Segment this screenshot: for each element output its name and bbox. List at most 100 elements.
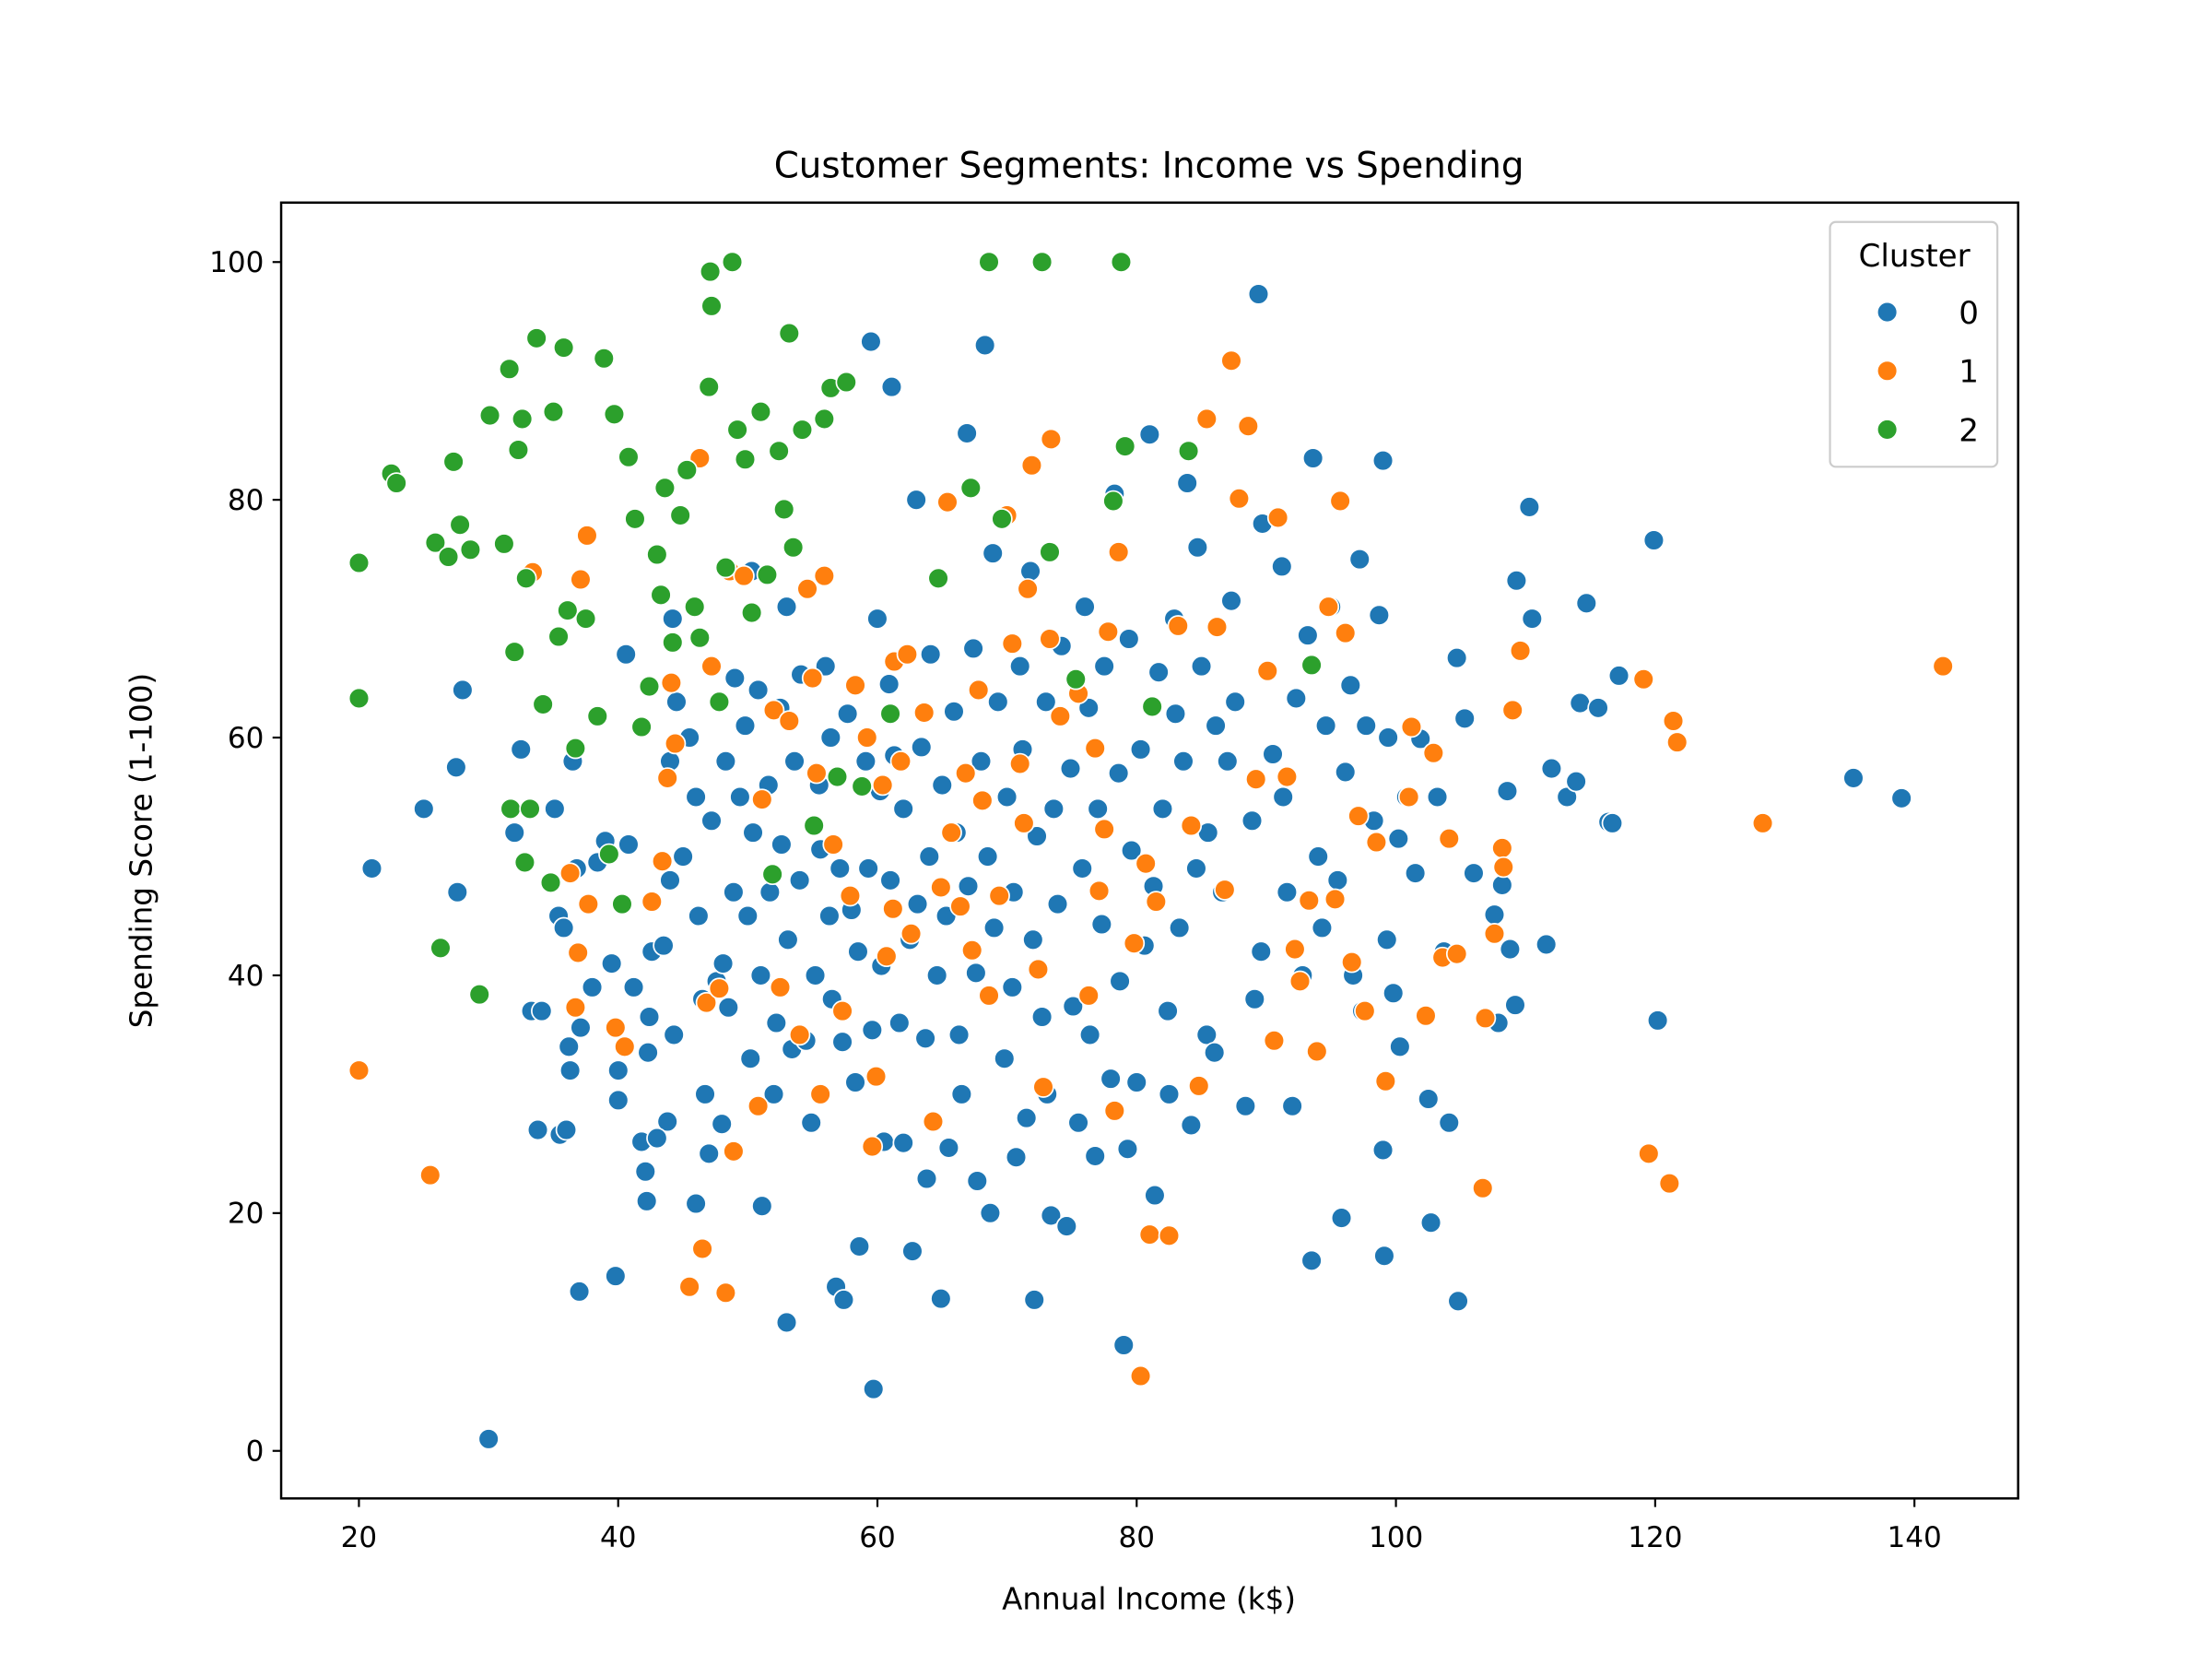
point-2-82: [1177, 440, 1200, 462]
point-2-16: [507, 439, 530, 461]
point-1-57: [954, 762, 977, 785]
point-1-111: [1347, 805, 1370, 827]
point-0-253: [1404, 862, 1427, 884]
point-1-37: [822, 833, 844, 856]
point-2-8: [449, 514, 471, 536]
point-2-62: [782, 537, 805, 559]
point-0-57: [712, 952, 735, 974]
point-2-5: [429, 937, 452, 960]
point-0-264: [1483, 903, 1506, 926]
point-0-259: [1438, 1112, 1460, 1134]
legend-label-2: 2: [1959, 412, 1979, 449]
point-1-129: [1632, 668, 1654, 691]
x-tick-label: 40: [600, 1521, 637, 1554]
point-1-16: [678, 1276, 700, 1298]
point-0-153: [1008, 655, 1031, 678]
point-1-125: [1491, 837, 1513, 859]
point-0-194: [1151, 797, 1174, 821]
point-2-65: [813, 407, 836, 431]
point-0-53: [698, 1142, 720, 1165]
point-0-143: [976, 845, 999, 868]
legend-title: Cluster: [1859, 238, 1971, 275]
point-1-67: [1017, 578, 1039, 600]
point-0-183: [1112, 1334, 1135, 1356]
point-1-29: [769, 976, 792, 998]
point-0-69: [749, 964, 772, 986]
point-0-255: [1418, 1088, 1440, 1110]
point-1-34: [806, 762, 828, 785]
point-2-71: [927, 567, 949, 590]
point-0-221: [1271, 555, 1293, 578]
point-2-18: [513, 851, 536, 874]
point-0-206: [1195, 1023, 1218, 1046]
point-0-169: [1062, 995, 1085, 1018]
point-2-38: [638, 675, 661, 698]
point-0-203: [1185, 857, 1207, 880]
point-2-57: [756, 563, 779, 586]
point-0-20: [570, 1016, 592, 1039]
point-0-158: [1023, 1289, 1045, 1311]
point-2-9: [459, 538, 482, 561]
point-0-177: [1090, 913, 1113, 936]
point-0-141: [970, 750, 993, 773]
point-0-35: [638, 1006, 661, 1028]
point-1-100: [1266, 506, 1289, 529]
point-1-135: [1932, 655, 1954, 678]
point-0-33: [635, 1190, 658, 1212]
x-tick-label: 80: [1119, 1521, 1156, 1554]
point-0-182: [1109, 970, 1131, 993]
point-2-33: [603, 403, 626, 426]
point-0-237: [1339, 674, 1362, 697]
plot-frame: [279, 201, 2019, 1500]
point-0-279: [1587, 697, 1609, 719]
point-2-21: [525, 327, 547, 349]
x-tick-label: 20: [341, 1521, 378, 1554]
point-2-42: [662, 632, 684, 654]
point-0-201: [1176, 472, 1198, 494]
point-1-7: [576, 525, 598, 547]
point-1-70: [1032, 1076, 1054, 1098]
point-2-67: [826, 765, 849, 788]
point-2-58: [761, 863, 783, 886]
point-0-286: [1890, 787, 1912, 809]
point-0-186: [1120, 839, 1143, 862]
point-0-34: [634, 1161, 657, 1183]
point-2-49: [700, 295, 723, 317]
point-1-114: [1374, 1070, 1397, 1092]
point-0-126: [919, 644, 942, 666]
point-0-27: [607, 1059, 629, 1081]
point-1-32: [796, 578, 818, 600]
point-0-122: [911, 736, 933, 759]
point-0-161: [1035, 691, 1057, 714]
point-1-108: [1329, 490, 1351, 513]
point-0-267: [1496, 780, 1519, 802]
point-0-167: [1055, 1215, 1078, 1237]
point-1-25: [733, 564, 755, 587]
point-0-41: [659, 869, 681, 892]
point-0-40: [646, 1127, 668, 1150]
point-1-81: [1107, 541, 1130, 563]
point-1-15: [664, 732, 687, 755]
point-1-84: [1135, 852, 1157, 875]
point-1-92: [1206, 616, 1229, 638]
point-2-50: [708, 691, 731, 714]
point-0-28: [607, 1089, 629, 1112]
series-1: [347, 349, 1954, 1388]
point-0-54: [700, 809, 723, 832]
point-0-99: [844, 1071, 866, 1093]
point-0-91: [819, 726, 842, 749]
point-0-64: [736, 904, 759, 927]
point-0-67: [742, 821, 764, 844]
point-0-215: [1241, 809, 1264, 832]
point-1-132: [1662, 710, 1685, 732]
point-1-85: [1138, 1223, 1161, 1246]
point-0-268: [1499, 938, 1522, 961]
point-0-86: [804, 964, 827, 986]
point-0-266: [1491, 874, 1513, 896]
point-2-3: [385, 472, 407, 494]
point-0-245: [1371, 1139, 1394, 1162]
y-tick-label: 60: [228, 722, 265, 755]
point-0-176: [1087, 797, 1109, 821]
point-0-196: [1158, 1083, 1181, 1105]
